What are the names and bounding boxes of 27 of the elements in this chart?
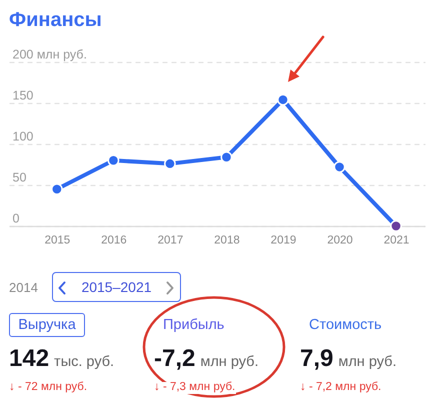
text: тыс. руб. [54,354,114,370]
text: Стоимость [309,313,382,337]
x-tick-label: 2017 [158,234,184,246]
y-tick-label: 150 [12,88,34,102]
text: Прибыль [163,313,224,337]
text: 2014 [9,280,38,295]
x-tick-label: 2020 [327,234,353,246]
text: ↓ - 72 млн руб. [8,381,88,394]
y-tick-label: 0 [12,212,20,226]
text: ↓ - 7,2 млн руб. [299,381,382,394]
text: Выручка [9,313,85,337]
chart-title: Финансы [9,9,102,31]
text: ↓ - 7,3 млн руб. [153,381,236,394]
text: млн руб. [200,354,258,370]
x-tick-label: 2015 [44,234,70,246]
x-tick-label: 2021 [384,234,410,246]
text: млн руб. [338,354,396,370]
y-tick-label: 200 млн руб. [12,48,87,62]
y-tick-label: 50 [12,170,26,184]
text: 7,9 [300,345,334,372]
x-tick-label: 2016 [101,234,127,246]
text: -7,2 [154,345,196,372]
text: 2015–2021 [52,272,181,302]
x-tick-label: 2018 [214,234,240,246]
x-tick-label: 2019 [270,234,296,246]
y-tick-label: 100 [12,130,34,144]
text: 142 [9,345,50,372]
